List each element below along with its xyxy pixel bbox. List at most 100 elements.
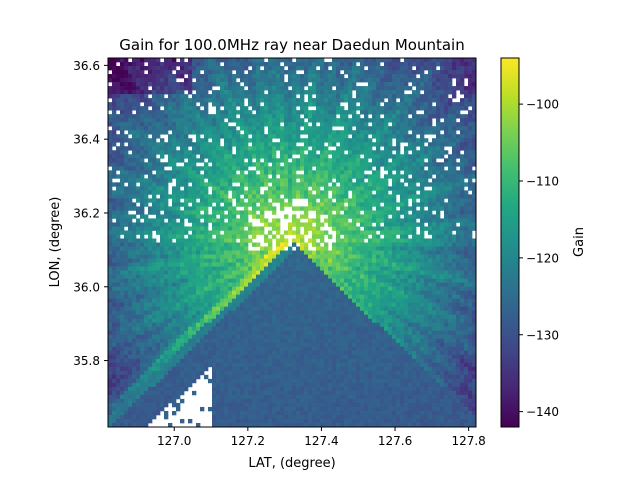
heatmap-cell <box>396 290 401 295</box>
heatmap-cell <box>464 238 469 243</box>
heatmap-cell <box>412 226 417 231</box>
heatmap-cell <box>156 110 161 115</box>
heatmap-cell <box>244 274 249 279</box>
heatmap-cell <box>108 154 113 159</box>
heatmap-cell <box>204 130 209 135</box>
heatmap-cell <box>388 138 393 143</box>
heatmap-cell <box>204 230 209 235</box>
heatmap-cell <box>368 282 373 287</box>
heatmap-cell <box>156 166 161 171</box>
heatmap-cell <box>460 82 465 87</box>
heatmap-cell <box>268 190 273 195</box>
heatmap-cell <box>368 278 373 283</box>
heatmap-cell <box>208 234 213 239</box>
heatmap-cell <box>304 66 309 71</box>
heatmap-cell <box>296 218 301 223</box>
heatmap-cell <box>328 282 333 287</box>
heatmap-cell <box>388 238 393 243</box>
heatmap-cell <box>144 94 149 99</box>
heatmap-cell <box>284 70 289 75</box>
heatmap-cell <box>384 202 389 207</box>
heatmap-cell <box>164 198 169 203</box>
heatmap-cell <box>380 86 385 91</box>
heatmap-cell <box>432 258 437 263</box>
heatmap-cell <box>196 146 201 151</box>
heatmap-cell <box>384 146 389 151</box>
heatmap-cell <box>144 142 149 147</box>
heatmap-cell <box>352 250 357 255</box>
heatmap-cell <box>416 210 421 215</box>
heatmap-cell <box>180 74 185 79</box>
heatmap-cell <box>448 222 453 227</box>
heatmap-cell <box>396 122 401 127</box>
heatmap-cell <box>360 286 365 291</box>
heatmap-cell <box>108 138 113 143</box>
heatmap-cell <box>316 250 321 255</box>
heatmap-cell <box>164 262 169 267</box>
heatmap-cell <box>136 286 141 291</box>
heatmap-cell <box>156 282 161 287</box>
heatmap-cell <box>396 254 401 259</box>
heatmap-cell <box>372 246 377 251</box>
heatmap-cell <box>204 154 209 159</box>
heatmap-cell <box>116 198 121 203</box>
heatmap-cell <box>172 298 177 304</box>
heatmap-cell <box>236 262 241 267</box>
heatmap-cell <box>440 82 445 87</box>
heatmap-cell <box>136 186 141 191</box>
heatmap-cell <box>424 202 429 207</box>
heatmap-cell <box>456 150 461 155</box>
heatmap-cell <box>368 294 373 299</box>
heatmap-cell <box>248 70 253 75</box>
heatmap-cell <box>184 246 189 251</box>
heatmap-cell <box>468 102 473 107</box>
heatmap-cell <box>280 138 285 143</box>
heatmap-cell <box>468 202 473 207</box>
heatmap-cell <box>244 262 249 267</box>
heatmap-cell <box>380 70 385 75</box>
heatmap-cell <box>212 130 217 135</box>
heatmap-cell <box>116 262 121 267</box>
heatmap-cell <box>372 230 377 235</box>
heatmap-cell <box>440 134 445 139</box>
heatmap-cell <box>396 142 401 147</box>
heatmap-cell <box>304 122 309 127</box>
heatmap-cell <box>264 262 269 267</box>
heatmap-cell <box>292 98 297 103</box>
heatmap-cell <box>204 246 209 251</box>
heatmap-cell <box>156 214 161 219</box>
heatmap-cell <box>460 218 465 223</box>
heatmap-cell <box>168 86 173 91</box>
heatmap-cell <box>376 126 381 131</box>
heatmap-cell <box>124 74 129 79</box>
heatmap-cell <box>252 154 257 159</box>
heatmap-cell <box>464 214 469 219</box>
heatmap-cell <box>340 258 345 263</box>
heatmap-cell <box>176 130 181 135</box>
heatmap-cell <box>196 70 201 75</box>
heatmap-cell <box>260 74 265 79</box>
heatmap-cell <box>436 118 441 123</box>
heatmap-cell <box>168 78 173 83</box>
heatmap-cell <box>336 290 341 295</box>
heatmap-cell <box>144 162 149 167</box>
heatmap-cell <box>328 278 333 283</box>
heatmap-cell <box>148 246 153 251</box>
heatmap-cell <box>432 138 437 143</box>
heatmap-cell <box>368 206 373 211</box>
heatmap-cell <box>220 162 225 167</box>
heatmap-cell <box>360 158 365 163</box>
heatmap-cell <box>192 202 197 207</box>
heatmap-cell <box>252 290 257 295</box>
heatmap-cell <box>140 82 145 87</box>
heatmap-cell <box>344 278 349 283</box>
heatmap-cell <box>132 174 137 179</box>
heatmap-cell <box>200 242 205 247</box>
heatmap-cell <box>184 118 189 123</box>
heatmap-cell <box>396 158 401 163</box>
heatmap-cell <box>344 62 349 67</box>
heatmap-cell <box>224 110 229 115</box>
heatmap-cell <box>352 86 357 91</box>
heatmap-cell <box>176 154 181 159</box>
heatmap-cell <box>448 242 453 247</box>
